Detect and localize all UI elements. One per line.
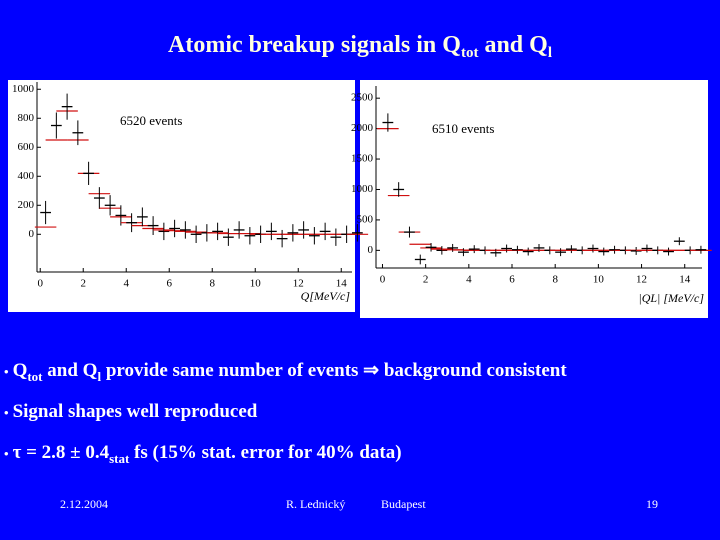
footer-date: 2.12.2004	[60, 497, 108, 511]
y-tick-label: 400	[18, 170, 35, 182]
x-axis-label: |QL| [MeV/c]	[638, 291, 704, 305]
bullet-dot: •	[4, 405, 9, 420]
title-text: Atomic breakup signals in Q	[168, 32, 461, 58]
bullet-sub: l	[97, 369, 101, 384]
y-tick-label: 600	[18, 141, 35, 153]
footer-page: 19	[646, 497, 658, 511]
bullet: • τ = 2.8 ± 0.4stat fs (15% stat. error f…	[4, 442, 402, 466]
x-tick-label: 8	[209, 278, 215, 290]
bullet-dot: •	[4, 364, 9, 379]
x-tick-label: 0	[37, 278, 43, 290]
bullet-sub: stat	[109, 451, 130, 466]
y-tick-label: 2000	[351, 122, 374, 134]
y-tick-label: 0	[368, 244, 374, 256]
x-tick-label: 8	[552, 274, 558, 286]
x-tick-label: 10	[593, 274, 605, 286]
title-text: and Q	[478, 32, 547, 58]
x-tick-label: 2	[423, 274, 429, 286]
x-tick-label: 12	[636, 274, 647, 286]
footer-place: Budapest	[381, 497, 426, 511]
x-tick-label: 2	[80, 278, 86, 290]
x-tick-label: 12	[293, 278, 304, 290]
x-axis-label: Q[MeV/c]	[301, 289, 351, 303]
bullets: • Qtot and Ql provide same number of even…	[4, 360, 567, 466]
bullet-text: provide same number of events ⇒ backgrou…	[101, 360, 567, 381]
annotation: 6520 events	[120, 113, 182, 128]
bullet: • Signal shapes well reproduced	[4, 401, 258, 422]
x-tick-label: 0	[380, 274, 386, 286]
bullet-text: fs (15% stat. error for 40% data)	[129, 442, 401, 463]
annotation: 6510 events	[432, 121, 494, 136]
y-tick-label: 500	[357, 213, 374, 225]
plot-panel	[8, 80, 355, 312]
x-tick-label: 10	[250, 278, 262, 290]
bullet-text: Signal shapes well reproduced	[13, 401, 258, 422]
bullet-dot: •	[4, 446, 9, 461]
y-tick-label: 1000	[351, 183, 374, 195]
bullet: • Qtot and Ql provide same number of even…	[4, 360, 567, 384]
y-tick-label: 200	[18, 199, 35, 211]
bullet-sub: tot	[27, 369, 43, 384]
bullet-text: τ = 2.8 ± 0.4	[13, 442, 110, 463]
x-tick-label: 4	[123, 278, 129, 290]
y-tick-label: 1000	[12, 83, 35, 95]
bullet-text: Q	[13, 360, 28, 381]
title: Atomic breakup signals in Qtot and Ql	[168, 32, 552, 61]
x-tick-label: 14	[679, 274, 691, 286]
y-tick-label: 2500	[351, 92, 374, 104]
y-tick-label: 0	[29, 228, 35, 240]
x-tick-label: 6	[509, 274, 515, 286]
plot-panel	[360, 80, 708, 318]
footer: 2.12.2004 R. Lednický Budapest 19	[60, 497, 658, 511]
footer-author: R. Lednický	[286, 497, 345, 511]
x-tick-label: 4	[466, 274, 472, 286]
x-tick-label: 6	[166, 278, 172, 290]
title-sub: tot	[461, 45, 479, 61]
title-sub: l	[548, 45, 552, 61]
y-tick-label: 1500	[351, 153, 374, 165]
x-tick-label: 14	[336, 278, 348, 290]
y-tick-label: 800	[18, 112, 35, 124]
bullet-text: and Q	[43, 360, 98, 381]
